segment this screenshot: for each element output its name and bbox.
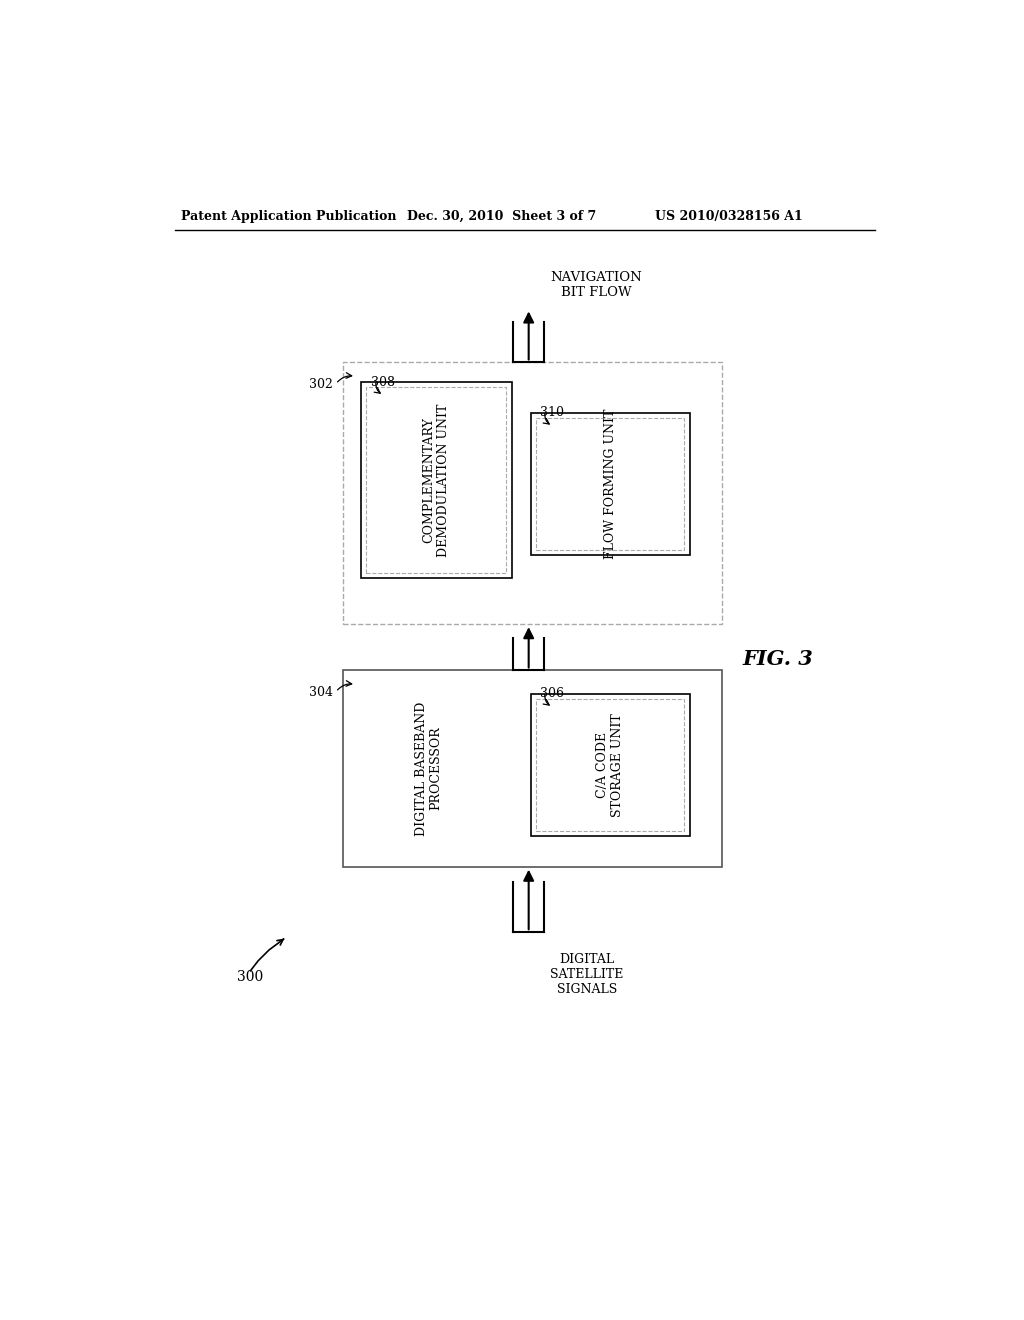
Bar <box>537 418 684 549</box>
Text: 308: 308 <box>372 376 395 388</box>
Text: 306: 306 <box>541 688 564 701</box>
Text: Dec. 30, 2010  Sheet 3 of 7: Dec. 30, 2010 Sheet 3 of 7 <box>407 210 596 223</box>
Text: US 2010/0328156 A1: US 2010/0328156 A1 <box>655 210 803 223</box>
Bar <box>537 700 684 830</box>
Bar <box>531 412 690 554</box>
Text: C/A CODE
STORAGE UNIT: C/A CODE STORAGE UNIT <box>596 713 625 817</box>
Text: 310: 310 <box>541 407 564 420</box>
Text: 300: 300 <box>237 970 263 983</box>
Text: NAVIGATION
BIT FLOW: NAVIGATION BIT FLOW <box>550 272 642 300</box>
Bar <box>360 381 512 578</box>
Text: Patent Application Publication: Patent Application Publication <box>180 210 396 223</box>
Bar <box>531 693 690 836</box>
Text: DIGITAL BASEBAND
PROCESSOR: DIGITAL BASEBAND PROCESSOR <box>415 701 442 836</box>
Text: 302: 302 <box>308 378 333 391</box>
Text: FIG. 3: FIG. 3 <box>742 649 813 669</box>
Bar <box>343 671 722 867</box>
Text: 304: 304 <box>308 685 333 698</box>
Bar <box>343 363 722 624</box>
Bar <box>366 387 506 573</box>
Text: FLOW FORMING UNIT: FLOW FORMING UNIT <box>604 408 616 558</box>
Text: DIGITAL
SATELLITE
SIGNALS: DIGITAL SATELLITE SIGNALS <box>550 953 624 997</box>
Text: COMPLEMENTARY
DEMODULATION UNIT: COMPLEMENTARY DEMODULATION UNIT <box>422 403 451 557</box>
